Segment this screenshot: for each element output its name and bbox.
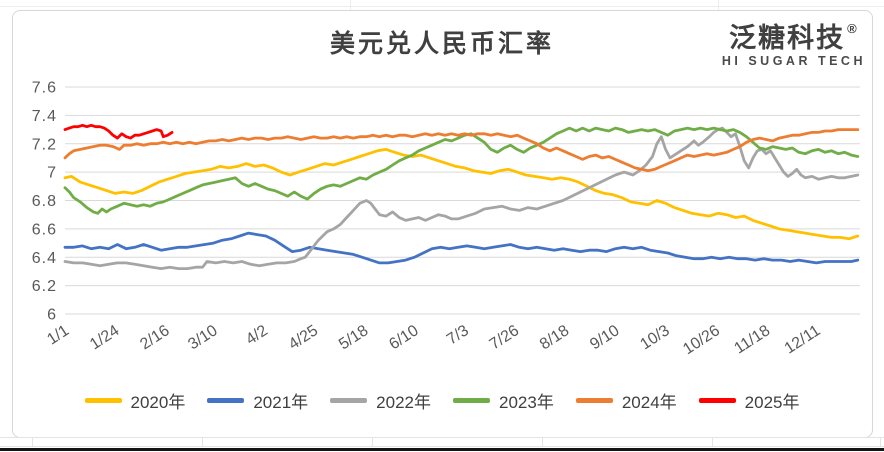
series-line-2023年 bbox=[63, 126, 860, 215]
series-line-2022年 bbox=[63, 126, 860, 271]
legend-label: 2024年 bbox=[621, 393, 677, 412]
legend-label: 2025年 bbox=[744, 393, 800, 412]
legend-item-2024年: 2024年 bbox=[575, 388, 677, 413]
legend-label: 2023年 bbox=[499, 393, 554, 412]
y-axis-tick-label: 6.4 bbox=[32, 250, 57, 267]
y-axis-tick-label: 7 bbox=[47, 165, 57, 182]
y-axis-tick-label: 7.2 bbox=[32, 136, 57, 153]
chart-container[interactable] bbox=[12, 10, 873, 438]
legend-label: 2022年 bbox=[376, 393, 431, 412]
sheet-bottom-divider bbox=[0, 448, 884, 451]
legend-item-2020年: 2020年 bbox=[84, 388, 186, 413]
legend-swatch-icon bbox=[453, 398, 490, 403]
x-axis-tick-label: 5/18 bbox=[336, 322, 371, 353]
x-axis-tick-label: 8/18 bbox=[537, 322, 572, 353]
brand-name: 泛糖科技 bbox=[729, 23, 846, 53]
legend-swatch-icon bbox=[207, 398, 245, 403]
y-axis-tick-label: 6 bbox=[47, 307, 57, 324]
y-axis-tick-label: 6.2 bbox=[32, 278, 57, 295]
x-axis-tick-label: 7/3 bbox=[444, 322, 472, 348]
x-axis-tick-label: 7/26 bbox=[487, 322, 522, 353]
x-axis-tick-label: 11/18 bbox=[731, 322, 773, 357]
x-axis-tick-label: 9/10 bbox=[587, 322, 622, 353]
x-axis-tick-label: 1/24 bbox=[87, 322, 122, 353]
x-axis-tick-label: 2/16 bbox=[137, 322, 172, 353]
legend-label: 2020年 bbox=[130, 393, 186, 412]
sheet-cells-row bbox=[0, 437, 884, 447]
x-axis-tick-label: 6/10 bbox=[386, 322, 421, 353]
chart-legend: 2020年 2021年 2022年 2023年 2024年 2025年 bbox=[0, 388, 884, 413]
legend-item-2023年: 2023年 bbox=[453, 388, 554, 413]
legend-swatch-icon bbox=[330, 398, 368, 403]
series-line-2020年 bbox=[63, 147, 860, 241]
brand-logo: 泛糖科技 ® HI SUGAR TECH bbox=[722, 14, 866, 68]
x-axis-tick-label: 12/11 bbox=[782, 322, 824, 357]
series-line-2024年 bbox=[63, 128, 860, 173]
legend-label: 2021年 bbox=[253, 393, 309, 412]
legend-item-2025年: 2025年 bbox=[698, 388, 800, 413]
y-axis-tick-label: 7.6 bbox=[32, 80, 57, 97]
brand-subtitle: HI SUGAR TECH bbox=[721, 54, 866, 68]
registered-trademark-icon: ® bbox=[847, 21, 859, 36]
x-axis-tick-label: 4/2 bbox=[243, 322, 271, 348]
x-axis-tick-label: 10/3 bbox=[637, 322, 672, 353]
legend-item-2021年: 2021年 bbox=[207, 388, 308, 413]
x-axis-tick-label: 10/26 bbox=[680, 322, 723, 358]
legend-swatch-icon bbox=[698, 398, 736, 403]
x-axis-tick-label: 3/10 bbox=[185, 322, 220, 353]
series-line-2025年 bbox=[63, 123, 174, 140]
sheet-gridline-horizontal bbox=[0, 6, 884, 7]
legend-swatch-icon bbox=[84, 398, 122, 403]
sheet-gridline-vertical bbox=[718, 0, 719, 10]
y-axis-tick-label: 6.8 bbox=[32, 193, 57, 210]
chart-title: 美元兑人民币汇率 bbox=[329, 29, 554, 58]
legend-swatch-icon bbox=[575, 398, 613, 403]
legend-item-2022年: 2022年 bbox=[330, 388, 431, 413]
series-line-2021年 bbox=[63, 231, 860, 265]
y-axis-tick-label: 6.6 bbox=[32, 221, 57, 238]
y-axis-tick-label: 7.4 bbox=[32, 108, 57, 125]
sheet-gridline-vertical bbox=[350, 0, 351, 10]
x-axis-tick-label: 1/1 bbox=[44, 322, 72, 348]
x-axis-tick-label: 4/25 bbox=[286, 322, 321, 353]
